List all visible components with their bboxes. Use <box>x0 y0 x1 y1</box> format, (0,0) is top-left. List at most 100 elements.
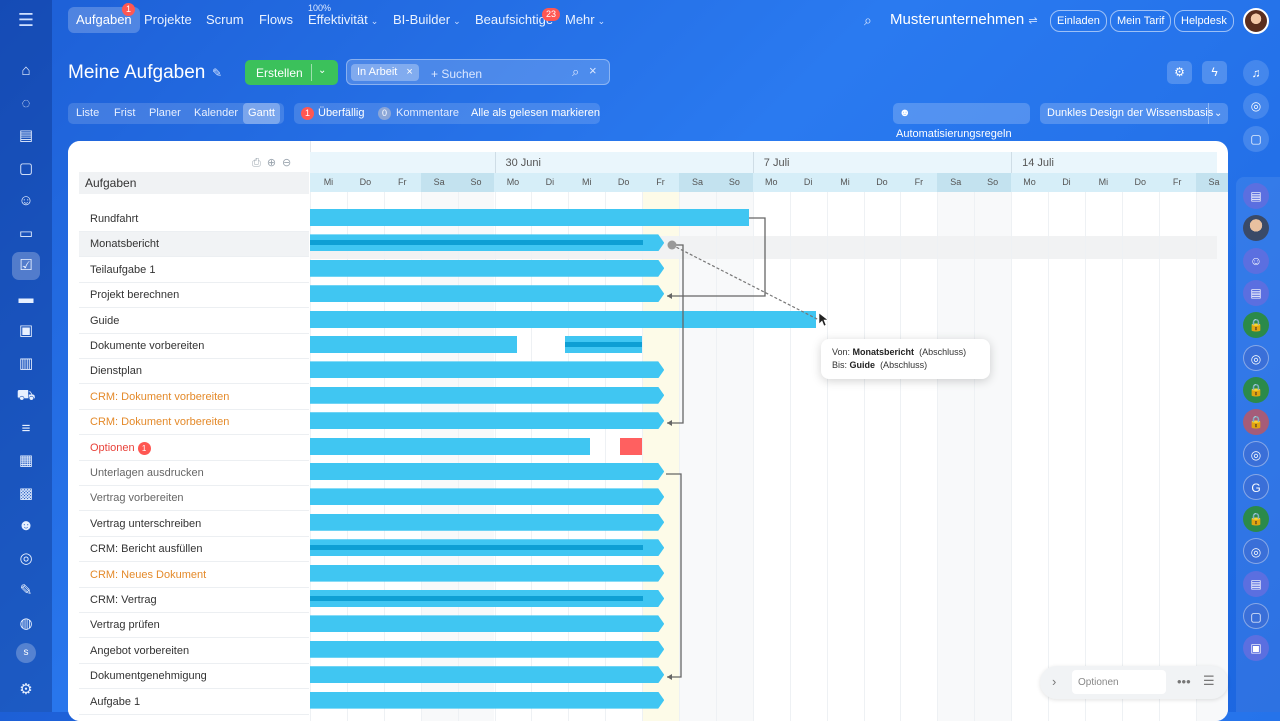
docs-icon[interactable]: ▤ <box>18 127 34 144</box>
task-title[interactable]: CRM: Neues Dokument <box>90 568 207 581</box>
task-title[interactable]: Dokumentgenehmigung <box>90 670 207 683</box>
task-title[interactable]: CRM: Vertrag <box>90 594 157 606</box>
feed-icon[interactable]: ◌ <box>21 94 31 112</box>
contact-card-icon[interactable]: ▦ <box>18 452 34 469</box>
task-row[interactable]: CRM: Dokument vorbereiten <box>79 385 309 410</box>
chat-bubble-icon[interactable]: ▢ <box>1243 126 1269 152</box>
task-row[interactable]: CRM: Vertrag <box>79 588 309 613</box>
task-row[interactable]: Dokumentgenehmigung <box>79 664 309 690</box>
nav-mehr[interactable]: Mehr ⌄ <box>565 12 605 27</box>
options-input[interactable] <box>1072 670 1166 694</box>
gantt-bar[interactable] <box>619 437 643 455</box>
dependency-link[interactable] <box>667 217 766 297</box>
list-icon[interactable]: ☰ <box>1203 673 1215 688</box>
target-icon[interactable]: ◎ <box>1243 93 1269 119</box>
gantt-bar[interactable] <box>310 209 750 226</box>
task-title[interactable]: Rundfahrt <box>90 213 139 225</box>
chat-avatar-icon[interactable]: 🔒 <box>1243 409 1269 436</box>
task-row[interactable]: CRM: Neues Dokument <box>79 563 309 588</box>
chat-avatar-icon[interactable]: ◎ <box>1243 441 1269 468</box>
gantt-bar[interactable] <box>310 692 664 709</box>
lightning-icon[interactable]: ϟ <box>1202 61 1227 84</box>
task-title[interactable]: CRM: Bericht ausfüllen <box>90 543 203 556</box>
task-row[interactable]: Teilaufgabe 1 <box>79 258 309 283</box>
task-row[interactable]: CRM: Dokument vorbereiten <box>79 410 309 436</box>
support-icon[interactable]: ◍ <box>19 614 33 632</box>
gantt-bar[interactable] <box>310 514 664 531</box>
gantt-bar[interactable] <box>310 260 664 277</box>
company-name[interactable]: Musterunternehmen ⇌ <box>890 11 1038 28</box>
chat-icon[interactable]: ▢ <box>18 159 34 177</box>
task-row[interactable]: Vertrag unterschreiben <box>79 512 309 537</box>
overdue-filter[interactable]: Überfällig <box>318 107 365 119</box>
bell-icon[interactable]: ♫ <box>1243 60 1269 86</box>
nav-aufgaben[interactable]: Aufgaben 1 <box>68 3 140 33</box>
invite-button[interactable]: Einladen <box>1050 10 1107 32</box>
gantt-bar[interactable] <box>310 666 664 683</box>
gantt-bar[interactable] <box>310 641 664 658</box>
search-input[interactable] <box>429 64 573 83</box>
robot-icon[interactable]: ☻ <box>18 517 34 534</box>
task-title[interactable]: Optionen <box>90 441 135 454</box>
task-title[interactable]: Vertrag prüfen <box>90 619 160 632</box>
task-row[interactable]: Guide <box>79 309 309 334</box>
gantt-bar[interactable] <box>310 463 664 480</box>
tab-liste[interactable]: Liste <box>76 107 100 119</box>
nav-effektivität[interactable]: Effektivität ⌄ 100% <box>308 3 378 27</box>
zoom-out-icon[interactable]: ⊖ <box>282 157 298 169</box>
chevron-down-icon[interactable]: ⌄ <box>1214 108 1223 119</box>
task-row[interactable]: Rundfahrt <box>79 207 309 232</box>
automation-rules-button[interactable]: ☻ Automatisierungsregeln <box>893 103 1030 140</box>
user-initial-avatar[interactable]: s <box>16 643 36 663</box>
create-button[interactable]: Erstellen ⌄ <box>245 60 338 85</box>
chat-avatar-icon[interactable]: ◎ <box>1243 538 1269 565</box>
task-row[interactable]: CRM: Bericht ausfüllen <box>79 537 309 563</box>
gantt-bar[interactable] <box>310 336 517 353</box>
chat-avatar-icon[interactable]: ◎ <box>1243 344 1269 371</box>
task-title[interactable]: Dienstplan <box>90 365 142 378</box>
tasks-icon[interactable]: ☑ <box>12 252 40 280</box>
chat-avatar-icon[interactable]: G <box>1243 473 1269 500</box>
clear-icon[interactable]: × <box>589 63 597 78</box>
chat-avatar-icon[interactable] <box>1243 215 1269 242</box>
mark-all-read-link[interactable]: Alle als gelesen markieren <box>471 107 601 119</box>
task-title[interactable]: Monatsbericht <box>90 238 160 251</box>
helpdesk-button[interactable]: Helpdesk <box>1174 10 1234 32</box>
pin-icon[interactable]: ✎ <box>212 66 223 80</box>
task-title[interactable]: Teilaufgabe 1 <box>90 263 156 276</box>
gantt-bar[interactable] <box>310 565 664 582</box>
cart-icon[interactable]: ⛟ <box>16 387 36 404</box>
chat-avatar-icon[interactable]: ▢ <box>1243 602 1269 629</box>
users-icon[interactable]: ☺ <box>18 192 34 209</box>
tab-planer[interactable]: Planer <box>149 107 181 119</box>
dependency-link[interactable] <box>667 244 684 424</box>
user-avatar[interactable] <box>1243 8 1269 34</box>
gantt-bar[interactable] <box>310 437 591 455</box>
nav-beaufsichtige[interactable]: Beaufsichtige 23 <box>475 8 561 27</box>
my-plan-button[interactable]: Mein Tarif <box>1110 10 1172 32</box>
expand-icon[interactable]: › <box>1052 674 1057 689</box>
chat-avatar-icon[interactable]: 🔒 <box>1243 506 1269 532</box>
task-title[interactable]: Dokumente vorbereiten <box>90 340 205 352</box>
remove-filter-icon[interactable]: × <box>406 66 413 78</box>
task-row[interactable]: Vertrag prüfen <box>79 613 309 639</box>
gantt-bar[interactable] <box>310 285 664 302</box>
gantt-bar[interactable] <box>310 488 664 505</box>
task-title[interactable]: CRM: Dokument vorbereiten <box>90 390 230 403</box>
task-title[interactable]: Guide <box>90 314 120 327</box>
task-title[interactable]: CRM: Dokument vorbereiten <box>90 416 230 429</box>
chat-avatar-icon[interactable]: ☺ <box>1243 247 1269 274</box>
search-icon[interactable]: ⌕ <box>864 12 872 28</box>
task-title[interactable]: Angebot vorbereiten <box>90 644 190 657</box>
gantt-bar[interactable] <box>310 387 664 404</box>
task-row[interactable]: Dokumente vorbereiten <box>79 334 309 359</box>
task-title[interactable]: Projekt berechnen <box>90 289 180 302</box>
gantt-bar[interactable] <box>310 310 816 328</box>
analytics-icon[interactable]: ▥ <box>18 354 34 372</box>
gantt-bar[interactable] <box>310 590 664 607</box>
edit-doc-icon[interactable]: ✎ <box>19 582 33 599</box>
chat-avatar-icon[interactable]: ▤ <box>1243 183 1269 209</box>
presentation-icon[interactable]: ▣ <box>18 322 34 339</box>
task-row[interactable]: Unterlagen ausdrucken <box>79 461 309 486</box>
nav-projekte[interactable]: Projekte <box>144 12 192 27</box>
